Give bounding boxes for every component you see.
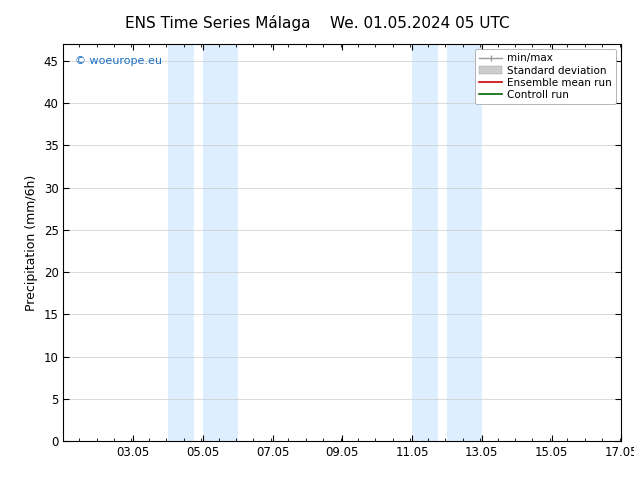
Text: ENS Time Series Málaga    We. 01.05.2024 05 UTC: ENS Time Series Málaga We. 01.05.2024 05… [125, 15, 509, 31]
Y-axis label: Precipitation (mm/6h): Precipitation (mm/6h) [25, 174, 38, 311]
Text: © woeurope.eu: © woeurope.eu [75, 56, 162, 66]
Legend: min/max, Standard deviation, Ensemble mean run, Controll run: min/max, Standard deviation, Ensemble me… [475, 49, 616, 104]
Bar [447, 44, 482, 441]
Bar [412, 44, 438, 441]
Bar [203, 44, 238, 441]
Bar [168, 44, 194, 441]
